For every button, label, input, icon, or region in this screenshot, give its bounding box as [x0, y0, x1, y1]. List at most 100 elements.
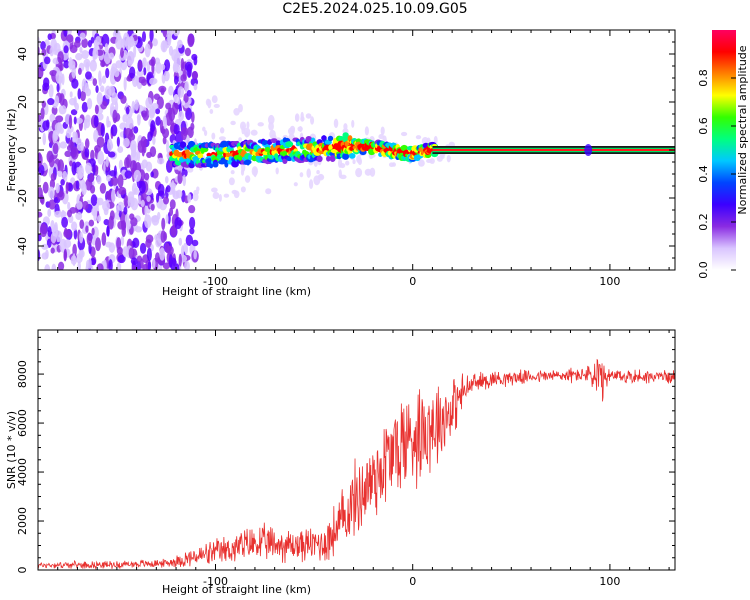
- noise-speckle: [378, 134, 385, 140]
- noise-speckle: [173, 94, 180, 104]
- noise-speckle: [115, 35, 123, 50]
- noise-speckle: [123, 206, 128, 215]
- y-axis-label: Frequency (Hz): [5, 109, 18, 192]
- noise-speckle: [95, 85, 99, 94]
- noise-speckle: [43, 56, 51, 65]
- noise-speckle: [103, 219, 110, 226]
- noise-speckle: [184, 260, 190, 270]
- noise-speckle: [172, 101, 179, 115]
- noise-speckle: [57, 51, 64, 64]
- y-axis-label: SNR (10 * v/v): [5, 411, 18, 489]
- noise-speckle: [364, 168, 372, 176]
- noise-speckle: [418, 159, 425, 167]
- y-tick-label: 2000: [16, 507, 29, 535]
- noise-speckle: [141, 78, 147, 86]
- noise-speckle: [71, 161, 77, 176]
- noise-speckle: [133, 169, 142, 182]
- noise-speckle: [299, 172, 304, 178]
- noise-speckle: [177, 39, 183, 49]
- noise-speckle: [289, 125, 296, 133]
- noise-speckle: [145, 97, 153, 109]
- noise-speckle: [60, 211, 67, 218]
- noise-speckle: [96, 92, 103, 106]
- noise-speckle: [146, 247, 152, 262]
- chart-title: C2E5.2024.025.10.09.G05: [282, 1, 468, 17]
- noise-speckle: [265, 188, 272, 195]
- noise-speckle: [149, 77, 157, 86]
- noise-speckle: [73, 228, 78, 240]
- noise-speckle: [60, 179, 65, 186]
- noise-speckle: [192, 192, 199, 202]
- noise-speckle: [300, 111, 304, 120]
- noise-speckle: [169, 199, 176, 210]
- noise-speckle: [90, 194, 98, 207]
- y-tick-label: 40: [16, 47, 29, 61]
- noise-speckle: [238, 137, 242, 142]
- x-tick-label: 0: [409, 575, 416, 588]
- noise-speckle: [86, 97, 93, 110]
- noise-speckle: [92, 78, 98, 87]
- noise-speckle: [352, 159, 356, 165]
- noise-speckle: [310, 116, 315, 125]
- noise-speckle: [166, 140, 170, 154]
- noise-speckle: [100, 123, 105, 137]
- noise-speckle: [107, 120, 112, 128]
- noise-speckle: [65, 181, 69, 195]
- noise-speckle: [186, 90, 192, 97]
- noise-speckle: [80, 90, 86, 102]
- noise-speckle: [187, 126, 194, 139]
- noise-speckle: [355, 167, 363, 178]
- signal-speckle: [348, 152, 356, 159]
- noise-speckle: [42, 132, 47, 146]
- noise-speckle: [143, 144, 147, 154]
- noise-speckle: [124, 127, 133, 137]
- signal-speckle: [212, 161, 219, 168]
- noise-speckle: [193, 83, 198, 91]
- signal-speckle: [286, 157, 293, 162]
- noise-speckle: [85, 61, 90, 73]
- noise-speckle: [152, 136, 156, 145]
- noise-speckle: [96, 197, 104, 206]
- noise-speckle: [145, 161, 153, 172]
- noise-speckle: [54, 210, 62, 218]
- noise-speckle: [118, 159, 123, 170]
- noise-speckle: [426, 158, 432, 164]
- noise-speckle: [123, 76, 127, 91]
- noise-speckle: [67, 209, 73, 218]
- noise-speckle: [218, 193, 222, 202]
- colorbar-tick-label: 0.4: [697, 165, 710, 183]
- signal-speckle: [342, 132, 349, 138]
- noise-speckle: [92, 162, 96, 176]
- noise-speckle: [126, 220, 132, 230]
- noise-speckle: [172, 185, 176, 198]
- noise-speckle: [338, 169, 342, 179]
- noise-speckle: [250, 129, 258, 136]
- noise-speckle: [339, 162, 346, 169]
- noise-speckle: [142, 57, 147, 68]
- noise-speckle: [106, 224, 110, 237]
- noise-speckle: [333, 118, 339, 129]
- noise-speckle: [178, 253, 182, 267]
- noise-speckle: [111, 188, 116, 203]
- noise-speckle: [61, 216, 69, 228]
- noise-speckle: [150, 215, 159, 223]
- colorbar: 0.0 0.2 0.4 0.6 0.8 Normalized spectral ampli…: [697, 30, 749, 279]
- noise-speckle: [150, 123, 154, 136]
- noise-speckle: [230, 120, 236, 126]
- noise-speckle: [184, 47, 191, 57]
- noise-speckle: [188, 205, 196, 214]
- y-tick-label: 8000: [16, 360, 29, 388]
- noise-speckle: [48, 186, 55, 199]
- noise-speckle: [66, 34, 74, 43]
- noise-speckle: [85, 162, 92, 175]
- noise-speckle: [97, 150, 105, 165]
- noise-speckle: [189, 216, 196, 230]
- noise-speckle: [57, 261, 65, 270]
- noise-speckle: [97, 215, 102, 222]
- noise-speckle: [133, 126, 139, 134]
- noise-speckle: [213, 103, 220, 108]
- noise-speckle: [71, 221, 78, 231]
- noise-speckle: [164, 242, 170, 254]
- noise-speckle: [96, 175, 102, 185]
- noise-speckle: [63, 30, 68, 37]
